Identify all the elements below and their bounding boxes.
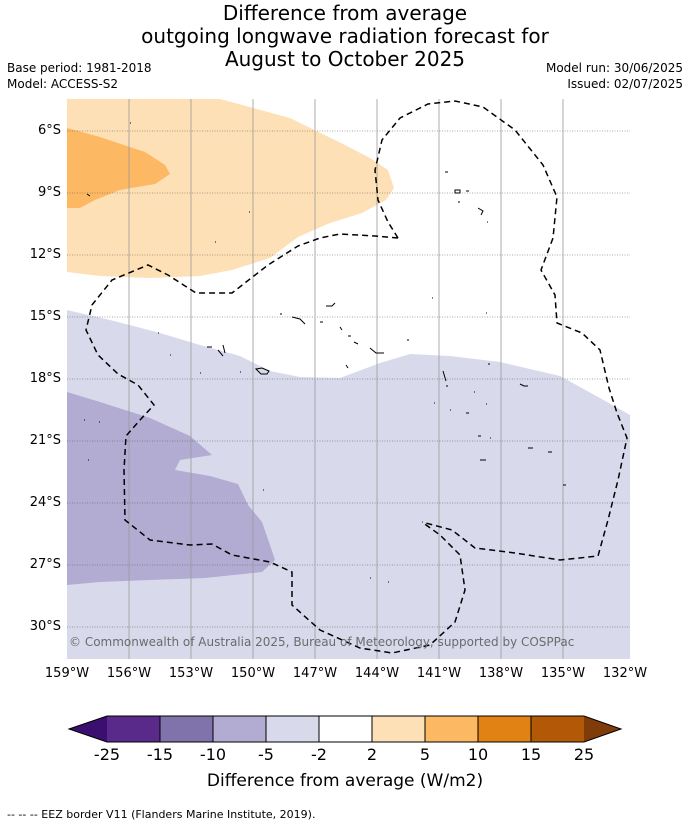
model-text: Model: ACCESS-S2 xyxy=(7,77,119,91)
anomaly-region-pos-light xyxy=(67,99,394,278)
longitude-gridlines xyxy=(128,99,564,659)
island-group-south xyxy=(200,363,566,583)
lat-label-15s: 15°S xyxy=(29,309,61,324)
lat-label-12s: 12°S xyxy=(29,247,61,262)
lon-label-159w: 159°W xyxy=(44,666,90,681)
eez-border-french-polynesia xyxy=(374,100,628,561)
island-group-west xyxy=(207,344,448,387)
lat-label-30s: 30°S xyxy=(29,619,61,634)
model-run-text: Model run: 30/06/2025 xyxy=(545,61,683,75)
lat-label-24s: 24°S xyxy=(29,495,61,510)
colorbar-title: Difference from average (W/m2) xyxy=(206,771,484,791)
colorbar-tick: 2 xyxy=(366,745,378,764)
colorbar-tick: 10 xyxy=(467,745,489,764)
colorbar-tick: -15 xyxy=(146,745,174,764)
colorbar-tick: -2 xyxy=(311,745,327,764)
lat-label-18s: 18°S xyxy=(29,371,61,386)
lon-label-141w: 141°W xyxy=(416,666,462,681)
map-plot-area: © Commonwealth of Australia 2025, Bureau… xyxy=(67,99,630,659)
map-title-line1: Difference from average xyxy=(222,1,468,25)
eez-legend-text: -- -- -- EEZ border V11 (Flanders Marine… xyxy=(7,808,316,821)
anomaly-region-neg-medium xyxy=(67,392,275,585)
anomaly-region-pos-medium xyxy=(67,128,170,208)
map-title-line2: outgoing longwave radiation forecast for xyxy=(141,24,549,48)
issued-text: Issued: 02/07/2025 xyxy=(567,77,683,91)
colorbar-tick: 15 xyxy=(520,745,542,764)
lon-label-138w: 138°W xyxy=(478,666,524,681)
colorbar-tick: -5 xyxy=(258,745,274,764)
colorbar-tick: -10 xyxy=(199,745,227,764)
lat-label-21s: 21°S xyxy=(29,433,61,448)
colorbar-tick: -25 xyxy=(93,745,121,764)
lon-label-150w: 150°W xyxy=(230,666,276,681)
lon-label-147w: 147°W xyxy=(292,666,338,681)
meta-left: Base period: 1981-2018 Model: ACCESS-S2 xyxy=(7,60,152,92)
lon-label-144w: 144°W xyxy=(354,666,400,681)
island-group-society xyxy=(280,297,487,354)
colorbar-tick: 5 xyxy=(419,745,431,764)
lat-label-9s: 9°S xyxy=(37,185,61,200)
lon-label-132w: 132°W xyxy=(602,666,648,681)
island-group-misc xyxy=(84,122,250,461)
lat-label-6s: 6°S xyxy=(37,123,61,138)
copyright-text: © Commonwealth of Australia 2025, Bureau… xyxy=(69,635,574,649)
lon-label-153w: 153°W xyxy=(168,666,214,681)
meta-right: Model run: 30/06/2025 Issued: 02/07/2025 xyxy=(546,60,683,92)
map-title-line3: August to October 2025 xyxy=(224,47,466,71)
islands xyxy=(84,122,566,583)
eez-border-cook-islands xyxy=(85,233,466,654)
lon-label-135w: 135°W xyxy=(540,666,586,681)
lat-label-27s: 27°S xyxy=(29,557,61,572)
colorbar-tick: 25 xyxy=(573,745,595,764)
island-group-north xyxy=(86,171,488,223)
base-period-text: Base period: 1981-2018 xyxy=(7,61,152,75)
lon-label-156w: 156°W xyxy=(106,666,152,681)
